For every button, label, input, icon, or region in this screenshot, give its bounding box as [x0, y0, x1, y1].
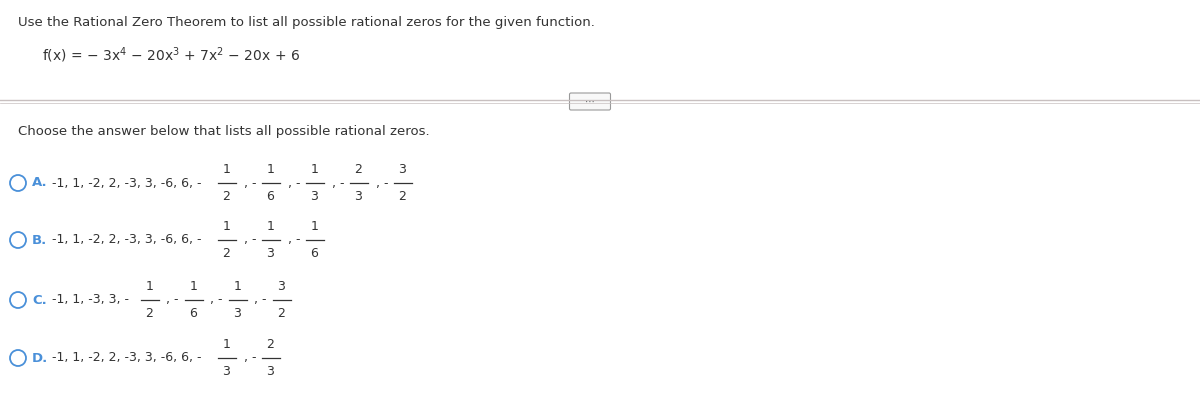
Text: -1, 1, -2, 2, -3, 3, -6, 6, -: -1, 1, -2, 2, -3, 3, -6, 6, - — [52, 351, 202, 365]
Text: 3: 3 — [222, 365, 230, 378]
Text: B.: B. — [32, 233, 47, 247]
Text: , -: , - — [288, 176, 300, 190]
Text: 6: 6 — [311, 247, 318, 260]
Text: 2: 2 — [222, 190, 230, 203]
Text: 1: 1 — [190, 280, 198, 293]
Text: , -: , - — [288, 233, 300, 247]
Text: 3: 3 — [234, 307, 241, 320]
Text: 2: 2 — [266, 338, 275, 351]
Text: 2: 2 — [277, 307, 286, 320]
Text: 3: 3 — [311, 190, 318, 203]
Text: 1: 1 — [311, 163, 318, 176]
Text: Choose the answer below that lists all possible rational zeros.: Choose the answer below that lists all p… — [18, 125, 430, 138]
Text: 6: 6 — [190, 307, 198, 320]
Text: A.: A. — [32, 176, 48, 190]
Text: C.: C. — [32, 294, 47, 306]
Text: 1: 1 — [145, 280, 154, 293]
Text: 1: 1 — [222, 220, 230, 233]
Text: 3: 3 — [354, 190, 362, 203]
Text: 1: 1 — [266, 220, 275, 233]
Text: -1, 1, -3, 3, -: -1, 1, -3, 3, - — [52, 294, 130, 306]
Text: , -: , - — [210, 294, 223, 306]
Text: 3: 3 — [398, 163, 407, 176]
Text: , -: , - — [167, 294, 179, 306]
Text: , -: , - — [244, 176, 256, 190]
Text: 2: 2 — [222, 247, 230, 260]
Text: 1: 1 — [222, 163, 230, 176]
Text: f(x) = $-$ 3x$^4$ $-$ 20x$^3$ + 7x$^2$ $-$ 20x + 6: f(x) = $-$ 3x$^4$ $-$ 20x$^3$ + 7x$^2$ $… — [42, 45, 300, 64]
Text: 2: 2 — [398, 190, 407, 203]
Text: , -: , - — [254, 294, 266, 306]
Text: 3: 3 — [266, 365, 275, 378]
Text: 3: 3 — [266, 247, 275, 260]
Text: , -: , - — [331, 176, 344, 190]
Text: , -: , - — [244, 351, 256, 365]
Text: 1: 1 — [234, 280, 241, 293]
Text: Use the Rational Zero Theorem to list all possible rational zeros for the given : Use the Rational Zero Theorem to list al… — [18, 16, 595, 29]
Text: 2: 2 — [145, 307, 154, 320]
Text: ⋯: ⋯ — [586, 97, 595, 107]
Text: D.: D. — [32, 351, 48, 365]
Text: 6: 6 — [266, 190, 275, 203]
Text: -1, 1, -2, 2, -3, 3, -6, 6, -: -1, 1, -2, 2, -3, 3, -6, 6, - — [52, 176, 202, 190]
Text: 1: 1 — [222, 338, 230, 351]
Text: 2: 2 — [354, 163, 362, 176]
Text: , -: , - — [244, 233, 256, 247]
Text: 3: 3 — [277, 280, 286, 293]
Text: , -: , - — [376, 176, 388, 190]
Text: 1: 1 — [266, 163, 275, 176]
Text: 1: 1 — [311, 220, 318, 233]
Text: -1, 1, -2, 2, -3, 3, -6, 6, -: -1, 1, -2, 2, -3, 3, -6, 6, - — [52, 233, 202, 247]
FancyBboxPatch shape — [570, 93, 611, 110]
